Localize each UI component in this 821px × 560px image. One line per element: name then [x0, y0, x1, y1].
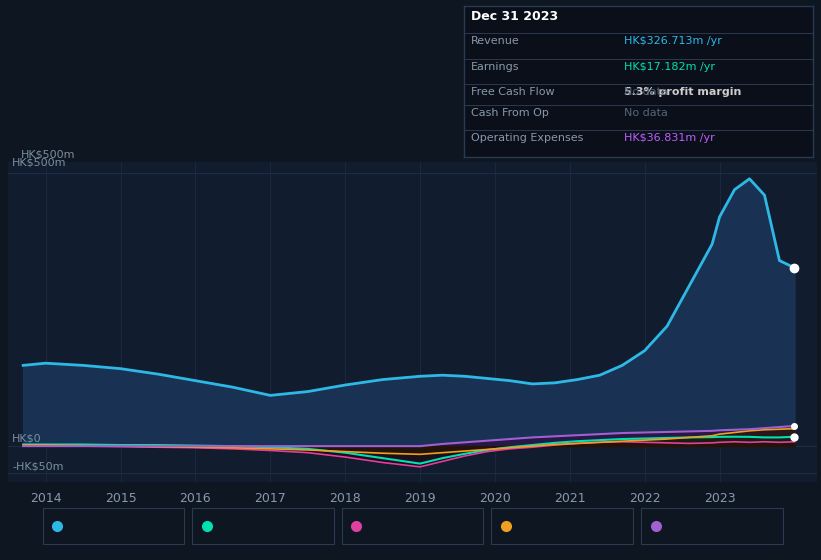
Text: 5.3% profit margin: 5.3% profit margin — [624, 87, 741, 97]
FancyBboxPatch shape — [641, 508, 782, 544]
FancyBboxPatch shape — [192, 508, 333, 544]
Text: Free Cash Flow: Free Cash Flow — [471, 87, 554, 97]
Text: HK$0: HK$0 — [12, 434, 42, 444]
Text: HK$500m: HK$500m — [21, 150, 75, 160]
Text: Revenue: Revenue — [73, 521, 122, 531]
Text: HK$326.713m /yr: HK$326.713m /yr — [624, 36, 722, 46]
Text: Dec 31 2023: Dec 31 2023 — [471, 10, 558, 23]
Text: Operating Expenses: Operating Expenses — [672, 521, 784, 531]
Text: Operating Expenses: Operating Expenses — [471, 133, 583, 143]
FancyBboxPatch shape — [43, 508, 184, 544]
Text: HK$36.831m /yr: HK$36.831m /yr — [624, 133, 715, 143]
Text: No data: No data — [624, 87, 668, 97]
Text: Free Cash Flow: Free Cash Flow — [373, 521, 456, 531]
Text: HK$17.182m /yr: HK$17.182m /yr — [624, 62, 715, 72]
Text: No data: No data — [624, 109, 668, 118]
FancyBboxPatch shape — [492, 508, 633, 544]
Text: Cash From Op: Cash From Op — [522, 521, 600, 531]
Text: Cash From Op: Cash From Op — [471, 109, 548, 118]
Text: Earnings: Earnings — [223, 521, 272, 531]
FancyBboxPatch shape — [342, 508, 484, 544]
Text: HK$500m: HK$500m — [12, 158, 67, 168]
Text: Revenue: Revenue — [471, 36, 520, 46]
Text: -HK$50m: -HK$50m — [12, 461, 63, 471]
Text: Earnings: Earnings — [471, 62, 520, 72]
